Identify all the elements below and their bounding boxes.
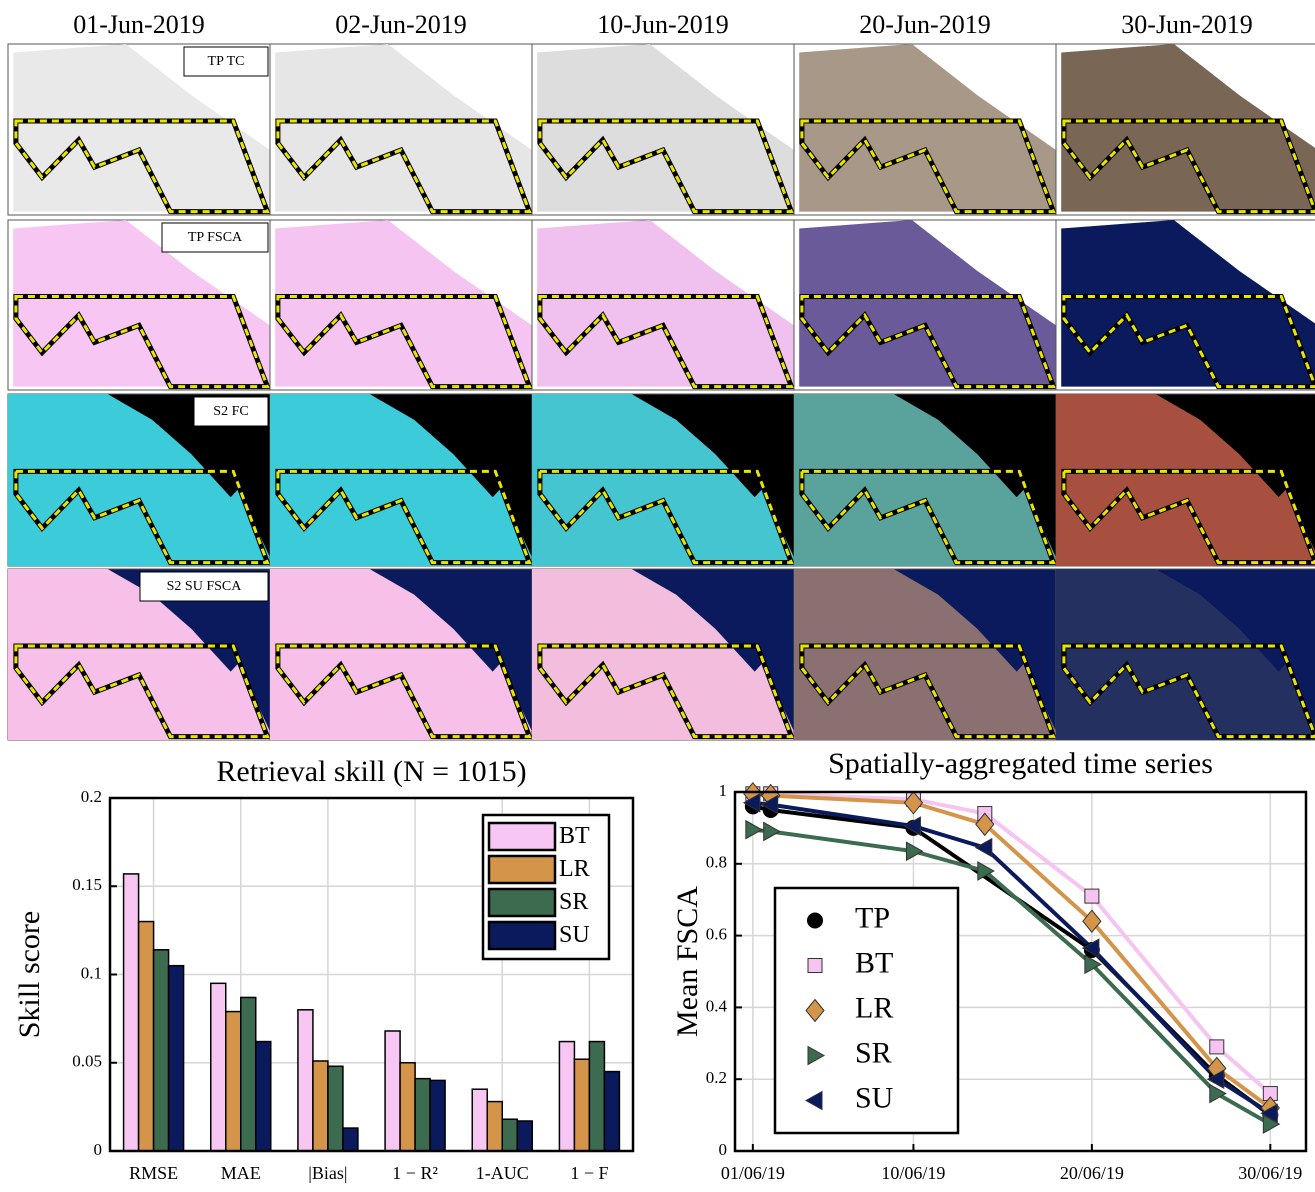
- legend-label: SU: [855, 1081, 894, 1114]
- legend-swatch: [489, 922, 555, 949]
- bar: [241, 997, 256, 1151]
- bar: [328, 1066, 343, 1151]
- y-tick-label: 0.2: [706, 1068, 727, 1087]
- column-date: 20-Jun-2019: [859, 10, 990, 39]
- y-tick-label: 0: [719, 1140, 728, 1159]
- bar: [256, 1042, 271, 1151]
- x-tick-label: |Bias|: [308, 1163, 347, 1183]
- x-tick-label: 1 − R²: [392, 1163, 438, 1183]
- x-tick-label: RMSE: [129, 1163, 178, 1183]
- bar: [589, 1042, 604, 1151]
- y-tick-label: 0.1: [81, 963, 102, 982]
- column-date: 02-Jun-2019: [335, 10, 466, 39]
- bar: [385, 1031, 400, 1151]
- x-tick-label: MAE: [221, 1163, 261, 1183]
- legend-marker: [808, 959, 822, 973]
- chart-title: Spatially-aggregated time series: [828, 747, 1213, 780]
- row-label: TP FSCA: [188, 230, 243, 245]
- bar: [226, 1012, 241, 1151]
- column-date: 01-Jun-2019: [73, 10, 204, 39]
- y-tick-label: 0.15: [72, 875, 102, 894]
- bar: [430, 1080, 445, 1151]
- x-tick-label: 10/06/19: [881, 1163, 945, 1183]
- row-label: S2 SU FSCA: [167, 579, 243, 594]
- marker: [1085, 889, 1099, 903]
- bar: [472, 1089, 487, 1151]
- y-tick-label: 0.2: [81, 787, 102, 806]
- legend-marker: [808, 913, 823, 928]
- bar: [559, 1042, 574, 1151]
- y-tick-label: 0.8: [706, 853, 727, 872]
- bar: [574, 1059, 589, 1151]
- legend-label: SR: [855, 1036, 892, 1069]
- legend-label: BT: [559, 823, 590, 849]
- bar: [313, 1061, 328, 1151]
- y-tick-label: 0.4: [706, 996, 728, 1015]
- legend-swatch: [489, 889, 555, 916]
- bar: [139, 922, 154, 1151]
- y-axis-label: Mean FSCA: [671, 886, 704, 1037]
- bar: [487, 1102, 502, 1151]
- bar: [343, 1128, 358, 1151]
- y-tick-label: 0.6: [706, 925, 727, 944]
- marker: [746, 821, 762, 839]
- bar: [502, 1119, 517, 1151]
- row-label: S2 FC: [213, 404, 248, 419]
- x-tick-label: 20/06/19: [1060, 1163, 1124, 1183]
- marker: [906, 842, 922, 860]
- column-date: 30-Jun-2019: [1121, 10, 1252, 39]
- legend-label: LR: [855, 991, 893, 1024]
- y-axis-label: Skill score: [13, 911, 46, 1039]
- bar: [517, 1121, 532, 1151]
- y-tick-label: 0: [94, 1140, 103, 1159]
- legend-label: SR: [559, 889, 588, 915]
- y-tick-label: 1: [719, 781, 728, 800]
- legend-label: BT: [855, 946, 893, 979]
- bar: [604, 1072, 619, 1151]
- legend-label: TP: [855, 901, 890, 934]
- column-date: 10-Jun-2019: [597, 10, 728, 39]
- chart-title: Retrieval skill (N = 1015): [216, 755, 526, 788]
- bar: [124, 874, 139, 1151]
- bar: [298, 1010, 313, 1151]
- bar: [169, 966, 184, 1151]
- x-tick-label: 01/06/19: [721, 1163, 785, 1183]
- marker: [1210, 1040, 1224, 1054]
- y-tick-label: 0.05: [72, 1052, 102, 1071]
- x-tick-label: 30/06/19: [1238, 1163, 1302, 1183]
- marker: [976, 839, 992, 857]
- legend-label: LR: [559, 856, 590, 882]
- legend-swatch: [489, 856, 555, 883]
- row-label: TP TC: [208, 54, 245, 69]
- figure: 01-Jun-2019TP TCTP FSCAS2 FCS2 SU FSCA02…: [0, 0, 1315, 1192]
- marker: [764, 822, 780, 840]
- bar: [154, 950, 169, 1151]
- bar: [400, 1063, 415, 1151]
- bar: [415, 1079, 430, 1151]
- legend-label: SU: [559, 922, 590, 948]
- x-tick-label: 1 − F: [570, 1163, 608, 1183]
- legend-swatch: [489, 823, 555, 850]
- x-tick-label: 1-AUC: [476, 1163, 529, 1183]
- bar: [211, 983, 226, 1151]
